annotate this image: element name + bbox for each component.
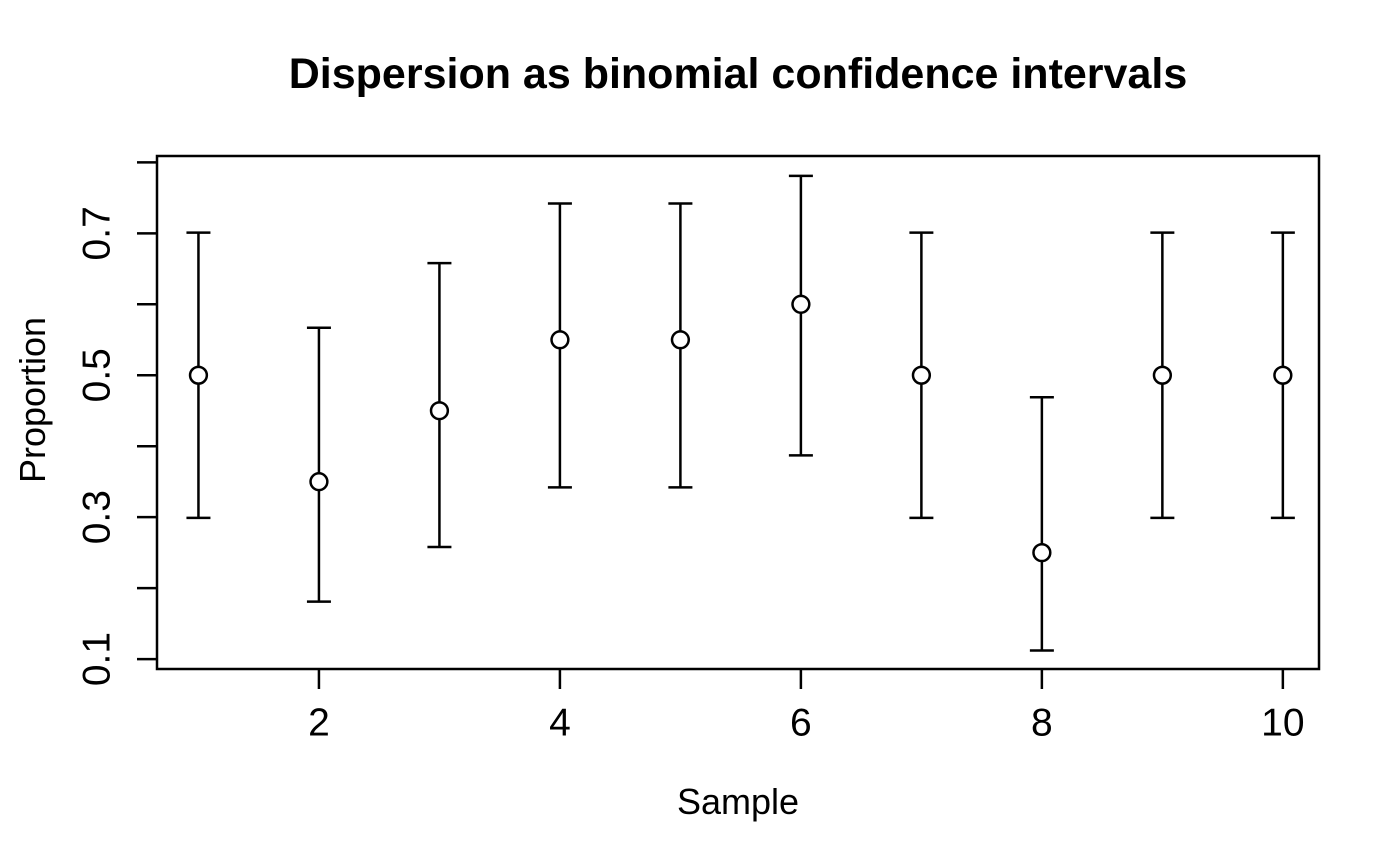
y-axis-tick-label: 0.1 <box>76 632 119 686</box>
data-point-marker <box>1152 365 1173 385</box>
data-point-marker <box>1032 542 1052 563</box>
data-point-marker <box>1273 365 1293 385</box>
data-point-marker <box>188 365 209 385</box>
data-point-marker <box>550 330 570 350</box>
data-point-marker <box>670 330 691 350</box>
x-axis-tick-label: 8 <box>1031 702 1053 745</box>
data-point-marker <box>309 472 329 492</box>
x-axis-tick-label: 2 <box>308 702 330 745</box>
chart-title: Dispersion as binomial confidence interv… <box>288 50 1188 98</box>
x-axis-tick-label: 4 <box>549 702 571 745</box>
data-point-marker <box>791 294 811 314</box>
x-axis-tick-label: 6 <box>790 702 812 745</box>
x-axis-tick-label: 10 <box>1261 702 1304 745</box>
y-axis-tick-label: 0.5 <box>76 348 119 402</box>
data-point-marker <box>429 401 450 421</box>
data-point-marker <box>911 365 932 385</box>
x-axis-label: Sample <box>676 781 800 822</box>
y-axis-tick-label: 0.3 <box>76 490 119 544</box>
plot-border <box>155 154 1321 671</box>
y-axis-tick-label: 0.7 <box>76 206 119 260</box>
